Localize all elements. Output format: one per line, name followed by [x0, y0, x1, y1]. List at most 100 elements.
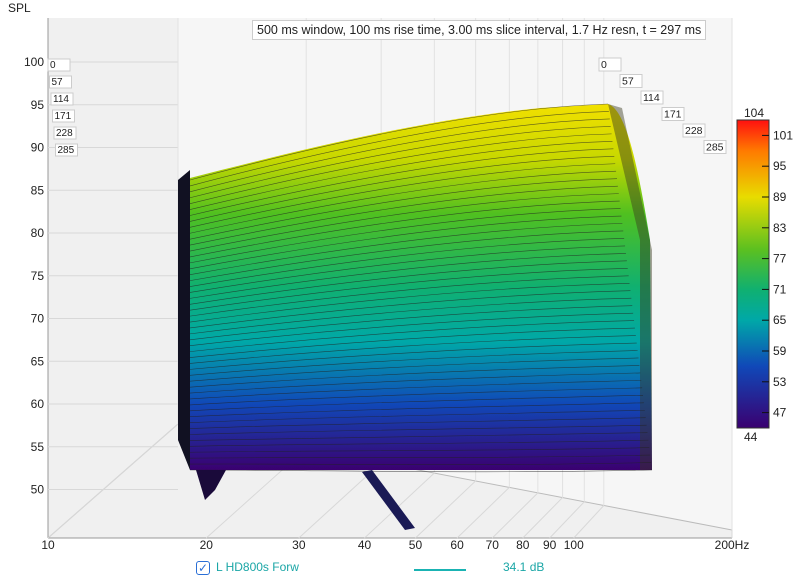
colorbar-label-101: 101	[773, 128, 793, 142]
x-gridline-5	[456, 487, 510, 539]
slice-line-18	[189, 238, 625, 287]
x-tick-9: 100	[564, 538, 584, 552]
x-gridline-6	[491, 492, 539, 539]
x-tick-6: 70	[486, 538, 500, 552]
slice-line-30	[189, 327, 635, 358]
series-name: L HD800s Forw	[216, 560, 299, 574]
slice-line-12	[189, 193, 619, 252]
time-tick-right-box-4	[682, 123, 706, 138]
slice-line-33	[189, 350, 638, 376]
slice-line-49	[189, 469, 653, 473]
slice-line-6	[189, 148, 614, 216]
slice-line-39	[189, 395, 644, 412]
slice-line-37	[189, 380, 642, 400]
colorbar-label-83: 83	[773, 221, 787, 235]
time-tick-right-4: 228	[685, 125, 703, 137]
x-tick-0: 10	[41, 538, 55, 552]
x-gridline-0	[47, 423, 179, 539]
slice-line-7	[189, 155, 615, 222]
time-tick-left-box-0	[47, 58, 71, 72]
slice-line-19	[189, 245, 626, 293]
time-tick-right-0: 0	[601, 59, 607, 71]
slice-line-42	[189, 417, 646, 429]
colorbar: 104 101 95 89 83 77 71 65 59 53 47 44	[736, 106, 793, 444]
time-tick-right-box-5	[703, 140, 727, 154]
slice-line-10	[189, 178, 617, 240]
time-tick-left-5: 285	[58, 145, 75, 156]
time-tick-left-1: 57	[52, 77, 64, 88]
low-tail-2	[362, 470, 415, 530]
y-tick-75: 75	[31, 269, 45, 283]
x-tick-1: 20	[200, 538, 214, 552]
colorbar-label-53: 53	[773, 375, 787, 389]
x-gridline-3	[364, 472, 435, 539]
y-tick-90: 90	[31, 141, 45, 155]
time-tick-left-box-1	[49, 75, 72, 89]
slice-line-17	[189, 230, 624, 281]
time-tick-right-1: 57	[622, 76, 634, 88]
slice-line-45	[189, 439, 649, 447]
y-tick-95: 95	[31, 98, 45, 112]
slice-line-2	[189, 118, 610, 193]
slice-line-4	[189, 133, 612, 204]
slice-line-23	[189, 275, 629, 317]
surface-side	[178, 170, 190, 470]
y-tick-100: 100	[24, 55, 44, 69]
slice-line-24	[189, 282, 630, 323]
slice-line-32	[189, 342, 637, 370]
slice-line-22	[189, 268, 628, 311]
slice-line-27	[189, 305, 633, 341]
x-tick-10: 200Hz	[715, 538, 750, 552]
colorbar-label-65: 65	[773, 313, 787, 327]
series-checkbox[interactable]: ✓	[196, 561, 210, 575]
colorbar-label-47: 47	[773, 406, 787, 420]
time-tick-right-2: 114	[643, 92, 660, 104]
slice-line-28	[189, 312, 634, 347]
slice-line-11	[189, 185, 618, 246]
slice-line-26	[189, 297, 632, 335]
slice-line-15	[189, 215, 622, 270]
x-tick-7: 80	[516, 538, 530, 552]
time-tick-right-box-0	[598, 57, 622, 72]
colorbar-label-max: 104	[744, 106, 764, 120]
slice-line-9	[189, 170, 617, 234]
x-tick-2: 30	[292, 538, 306, 552]
slice-line-41	[189, 409, 645, 423]
slice-line-16	[189, 223, 623, 275]
colorbar-label-77: 77	[773, 252, 787, 266]
y-tick-50: 50	[31, 483, 45, 497]
slice-line-0	[189, 103, 609, 181]
slice-line-8	[189, 163, 616, 228]
slice-line-48	[189, 462, 652, 465]
time-tick-left-0: 0	[50, 60, 56, 71]
x-tick-3: 40	[358, 538, 372, 552]
y-tick-65: 65	[31, 354, 45, 368]
slice-line-3	[189, 126, 611, 199]
y-tick-55: 55	[31, 440, 45, 454]
slice-line-25	[189, 290, 631, 329]
slice-line-20	[189, 253, 626, 299]
y-tick-70: 70	[31, 312, 45, 326]
time-tick-left-4: 228	[56, 128, 73, 139]
time-tick-right-3: 171	[664, 109, 682, 121]
surface-right	[608, 104, 652, 470]
y-tick-85: 85	[31, 183, 45, 197]
slice-line-21	[189, 260, 627, 305]
slice-line-13	[189, 200, 620, 258]
slice-line-35	[189, 365, 640, 388]
time-tick-left-box-3	[52, 109, 75, 123]
slice-line-38	[189, 387, 643, 406]
x-tick-8: 90	[543, 538, 557, 552]
slice-line-14	[189, 208, 621, 264]
y-axis-title: SPL	[8, 1, 31, 15]
x-axis-labels: 10 20 30 40 50 60 70 80 90 100 200Hz	[41, 538, 749, 552]
y-tick-80: 80	[31, 226, 45, 240]
colorbar-label-89: 89	[773, 190, 787, 204]
colorbar-label-71: 71	[773, 282, 787, 296]
slice-line-5	[189, 141, 613, 210]
time-tick-left-box-2	[50, 92, 74, 106]
x-gridline-7	[522, 497, 563, 539]
y-axis-labels: 50 55 60 65 70 75 80 85 90 95 100	[24, 55, 44, 497]
